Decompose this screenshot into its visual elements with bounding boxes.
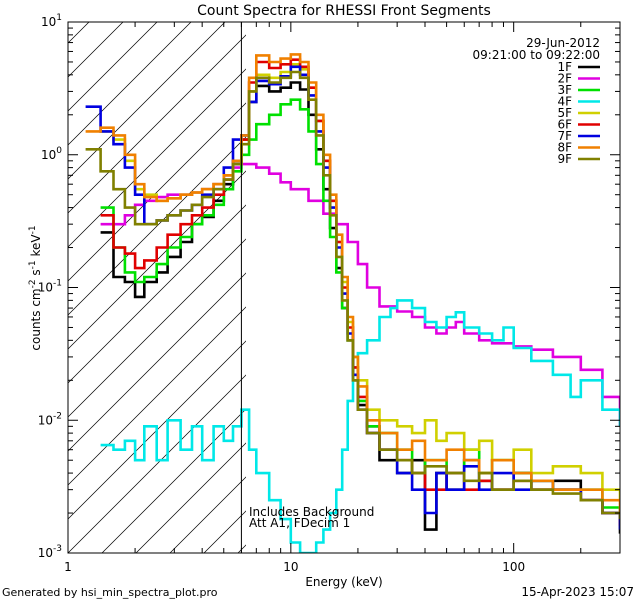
legend-label-3F: 3F [557, 83, 572, 97]
y-tick-label: 100 [41, 146, 62, 162]
hatch-line [101, 408, 246, 553]
y-tick-label: 10-2 [38, 411, 62, 427]
y-axis-label: counts cm-2 s-1 keV-1 [28, 225, 43, 350]
hatch-line [68, 68, 246, 248]
legend-label-6F: 6F [557, 118, 572, 132]
chart-title: Count Spectra for RHESSI Front Segments [197, 3, 491, 19]
series-group [85, 53, 620, 553]
generated-timestamp: 15-Apr-2023 15:07 [521, 585, 634, 599]
legend-label-7F: 7F [557, 129, 572, 143]
date-label: 29-Jun-2012 [526, 36, 600, 50]
x-tick-label: 100 [502, 560, 525, 574]
x-axis-label: Energy (keV) [305, 575, 382, 589]
hatch-line [68, 374, 246, 553]
legend-label-4F: 4F [557, 95, 572, 109]
hatch-line [68, 170, 246, 350]
series-9F [85, 70, 620, 520]
series-4F [100, 299, 620, 553]
x-tick-label: 1 [64, 560, 72, 574]
series-3F [100, 98, 620, 520]
hatch-line [68, 22, 226, 180]
legend-label-8F: 8F [557, 141, 572, 155]
annotation-attenuator: Att A1, FDecim 1 [249, 516, 350, 530]
series-6F [100, 58, 620, 526]
hatch-line [68, 22, 192, 146]
y-tick-label: 10-3 [38, 544, 62, 560]
x-tick-label: 10 [283, 560, 298, 574]
hatch-line [68, 102, 246, 282]
time-range-label: 09:21:00 to 09:22:00 [473, 48, 600, 62]
hatch-line [68, 22, 158, 112]
legend-label-5F: 5F [557, 106, 572, 120]
y-tick-label: 10-1 [38, 279, 62, 295]
hatch-line [68, 340, 246, 520]
hatch-line [68, 34, 246, 214]
legend-label-9F: 9F [557, 152, 572, 166]
x-tick-labels: 1 10 100 [64, 560, 525, 574]
annotation-background: Includes Background [249, 505, 374, 519]
series-1F [100, 81, 620, 534]
series-8F [85, 53, 620, 513]
hatch-line [0, 22, 21, 553]
hatch-line [68, 238, 246, 418]
hatch-line [68, 204, 246, 384]
hatch-line [135, 442, 246, 553]
series-5F [100, 63, 620, 501]
y-tick-label: 101 [41, 13, 62, 29]
y-tick-labels: 10-3 10-2 10-1 100 101 [38, 13, 63, 560]
legend-label-2F: 2F [557, 72, 572, 86]
hatch-line [68, 306, 246, 486]
hatched-region [0, 22, 246, 553]
axis-ticks [67, 22, 621, 554]
generated-by: Generated by hsi_min_spectra_plot.pro [2, 586, 218, 599]
hatch-line [68, 272, 246, 452]
hatch-line [68, 136, 246, 316]
legend-label-1F: 1F [557, 60, 572, 74]
